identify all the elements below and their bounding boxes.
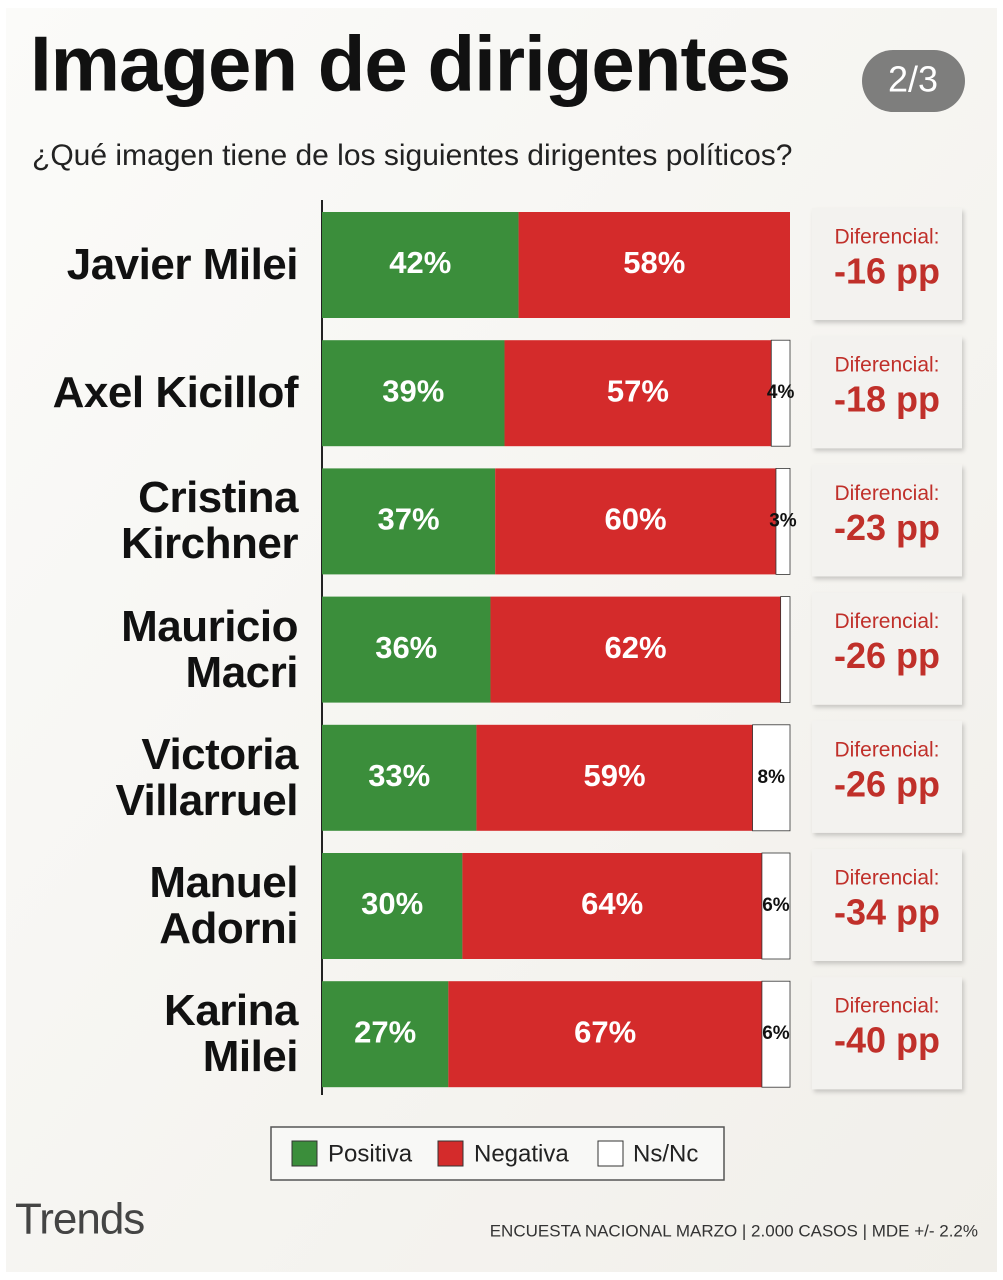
- differential-card: [812, 336, 962, 449]
- bar-segment: [476, 724, 753, 831]
- bar-segment: [780, 596, 791, 703]
- bar-segment: [770, 339, 791, 447]
- bar-segment: [322, 981, 449, 1088]
- bar-segment: [322, 596, 491, 703]
- differential-label: Diferencial:: [834, 867, 939, 890]
- data-label: 4%: [767, 382, 795, 403]
- bar-segment: [448, 981, 762, 1088]
- category-label: Karina Milei: [164, 986, 298, 1082]
- category-label: Axel Kicillof: [52, 368, 299, 418]
- category-label: Cristina Kirchner: [121, 473, 298, 569]
- data-label: 64%: [581, 886, 643, 921]
- differential-card: [812, 208, 962, 320]
- differential-label: Diferencial:: [834, 610, 939, 633]
- brand: Trends: [15, 1195, 144, 1244]
- differential-label: Diferencial:: [834, 226, 939, 249]
- chart-subtitle: ¿Qué imagen tiene de los siguientes diri…: [32, 139, 792, 172]
- legend-label: Negativa: [474, 1140, 569, 1167]
- category-label: Javier Milei: [66, 240, 299, 289]
- legend-label: Positiva: [328, 1140, 413, 1167]
- page-indicator[interactable]: 2/3: [888, 59, 938, 100]
- chart-title: Imagen de dirigentes: [30, 20, 790, 108]
- category-label: Victoria Villarruel: [115, 729, 298, 825]
- data-label: 60%: [605, 502, 667, 537]
- page-badge[interactable]: [862, 50, 965, 112]
- bar-segment: [752, 724, 791, 832]
- data-label: 58%: [623, 245, 685, 280]
- data-label: 30%: [361, 886, 423, 921]
- bar-segment: [518, 212, 790, 318]
- data-label: 6%: [762, 895, 790, 916]
- differential-value: -40 pp: [834, 1020, 940, 1061]
- differential-value: -18 pp: [834, 379, 940, 420]
- data-label: 42%: [389, 245, 451, 280]
- differential-label: Diferencial:: [834, 482, 939, 505]
- data-label: 6%: [762, 1023, 790, 1044]
- differential-label: Diferencial:: [834, 354, 939, 377]
- data-label: 27%: [354, 1014, 416, 1049]
- differential-label: Diferencial:: [834, 995, 939, 1018]
- bar-segment: [322, 724, 477, 831]
- bar-segment: [490, 596, 781, 703]
- bar-segment: [322, 212, 519, 318]
- differential-value: -23 pp: [834, 507, 940, 548]
- differential-value: -26 pp: [834, 635, 940, 676]
- differential-card: [812, 464, 962, 577]
- bar-segment: [322, 468, 496, 575]
- differential-card: [812, 720, 962, 833]
- differential-label: Diferencial:: [834, 738, 939, 761]
- differential-card: [812, 849, 962, 961]
- legend-box: [270, 1126, 725, 1181]
- category-label: Manuel Adorni: [149, 858, 298, 953]
- differential-value: -26 pp: [834, 763, 940, 804]
- data-label: 3%: [769, 510, 797, 531]
- category-label: Mauricio Macri: [121, 601, 298, 697]
- data-label: 37%: [378, 502, 440, 537]
- legend-swatch: [437, 1140, 464, 1167]
- legend-swatch: [597, 1140, 624, 1167]
- legend-swatch: [291, 1140, 318, 1167]
- bar-segment: [462, 853, 762, 959]
- data-label: 59%: [583, 758, 645, 793]
- differential-card: [812, 592, 962, 705]
- footer: ENCUESTA NACIONAL MARZO | 2.000 CASOS | …: [490, 1221, 978, 1240]
- data-label: 62%: [605, 630, 667, 665]
- data-label: 57%: [607, 373, 669, 408]
- data-label: 67%: [574, 1014, 636, 1049]
- bar-segment: [761, 980, 791, 1088]
- legend-label: Ns/Nc: [633, 1140, 698, 1167]
- bar-segment: [322, 853, 463, 959]
- data-label: 39%: [382, 373, 444, 408]
- data-label: 33%: [368, 758, 430, 793]
- differential-card: [812, 977, 962, 1090]
- bar-segment: [495, 468, 776, 575]
- data-label: 36%: [375, 630, 437, 665]
- differential-value: -34 pp: [834, 892, 940, 933]
- bar-segment: [775, 467, 791, 575]
- bar-segment: [322, 340, 505, 447]
- bar-segment: [761, 852, 791, 960]
- bar-segment: [504, 340, 772, 447]
- differential-value: -16 pp: [834, 251, 940, 292]
- data-label: 8%: [758, 767, 786, 788]
